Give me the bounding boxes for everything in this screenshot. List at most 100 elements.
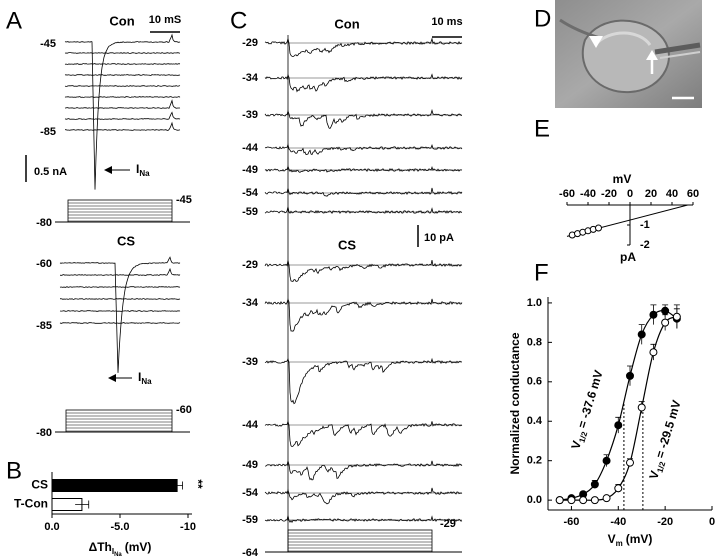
x-label-main: ΔTh [89, 540, 112, 554]
current-trace [264, 37, 463, 58]
data-point [649, 348, 658, 357]
data-point [579, 496, 588, 505]
annotation-rest: = -29.5 mV [653, 399, 684, 460]
annotation-rest: = -37.6 mV [575, 369, 606, 430]
scale-label: 10 pA [424, 232, 454, 244]
current-label: INa [138, 370, 152, 386]
step-box [67, 199, 173, 223]
panel-letter: C [230, 7, 247, 34]
data-point [637, 403, 646, 412]
y-tick-label: 0.6 [527, 376, 542, 388]
data-point [661, 318, 670, 327]
y-tick-label: 0.4 [527, 415, 543, 427]
half-activation-label: V1/2= -29.5 mV [647, 399, 686, 482]
voltage-label: -60 [176, 404, 192, 416]
y-tick-label: 1.0 [527, 297, 542, 309]
y-axis-label: Normalized conductance [508, 332, 522, 474]
current-trace [264, 420, 463, 448]
voltage-label: -29 [242, 259, 258, 271]
data-point [614, 484, 623, 493]
y-tick-label: -2 [640, 239, 650, 251]
annotation-sub: 1/2 [656, 460, 668, 474]
current-trace [264, 143, 463, 156]
x-label-main: V [608, 532, 616, 546]
data-point [590, 480, 599, 489]
x-axis-label: mV [613, 172, 632, 186]
data-point [602, 494, 611, 503]
annotation-main: V [647, 469, 663, 481]
voltage-label: -45 [176, 194, 192, 206]
x-axis-label: Vm (mV) [608, 532, 653, 548]
current-label: INa [136, 162, 150, 178]
voltage-label: -49 [242, 459, 258, 471]
annotation-sub: 1/2 [578, 430, 590, 444]
data-point [626, 458, 634, 467]
voltage-label: -49 [242, 164, 258, 176]
panel-letter: D [534, 5, 551, 32]
data-point [614, 421, 623, 430]
x-axis-label: ΔThINa(mV) [89, 540, 152, 557]
panel-letter: F [534, 259, 549, 286]
data-point [602, 456, 611, 465]
current-trace [264, 260, 463, 282]
voltage-label: -39 [242, 109, 258, 121]
voltage-label: -85 [40, 126, 56, 138]
x-tick-label: -40 [580, 188, 596, 200]
panel-title: CS [117, 233, 135, 248]
data-point [590, 496, 599, 505]
x-tick-label: -20 [657, 516, 673, 528]
current-trace [264, 73, 463, 93]
current-main: I [136, 162, 139, 176]
annotation-main: V [569, 439, 585, 451]
voltage-label: -80 [36, 217, 52, 229]
x-tick-label: 60 [687, 188, 699, 200]
panel-title: CS [338, 237, 356, 252]
data-point [672, 312, 681, 321]
current-trace [64, 52, 181, 54]
current-trace [59, 322, 181, 324]
current-trace [264, 187, 463, 197]
current-trace [264, 165, 463, 173]
panel-title: Con [334, 16, 359, 31]
panel-letter: B [6, 457, 22, 484]
current-sub: Na [139, 169, 150, 178]
y-tick-label: 0.8 [527, 336, 542, 348]
data-point [626, 371, 634, 380]
x-label-unit: (mV) [626, 532, 653, 546]
y-tick-label: 0.2 [527, 455, 542, 467]
x-tick-label: -60 [563, 516, 579, 528]
voltage-label: -34 [242, 297, 259, 309]
step-box [65, 409, 173, 433]
voltage-label: -64 [242, 547, 259, 559]
voltage-label: -59 [242, 206, 258, 218]
current-trace [264, 460, 463, 481]
data-point [595, 224, 602, 232]
current-trace [64, 85, 181, 87]
current-trace [59, 298, 181, 300]
x-label-unit: (mV) [125, 540, 152, 554]
panel-letter: A [6, 7, 22, 34]
current-trace [59, 310, 181, 312]
current-trace [65, 121, 181, 131]
voltage-label: -85 [36, 320, 52, 332]
voltage-label: -60 [36, 258, 52, 270]
bar [51, 479, 178, 492]
voltage-label: -39 [242, 356, 258, 368]
voltage-label: -54 [242, 487, 259, 499]
data-point [555, 496, 564, 505]
current-trace [64, 99, 181, 109]
arrow-head [104, 166, 112, 174]
x-tick-label: 0 [627, 188, 633, 200]
voltage-label: -34 [242, 72, 259, 84]
category-label: CS [31, 478, 48, 492]
x-tick-label: -40 [610, 516, 626, 528]
current-trace [264, 487, 463, 505]
current-trace [264, 357, 462, 405]
y-axis-label: pA [620, 250, 636, 264]
current-trace [64, 111, 181, 120]
voltage-label: -80 [36, 427, 52, 439]
error-bar [171, 481, 183, 490]
data-point [649, 310, 658, 319]
voltage-label: -29 [440, 518, 456, 530]
